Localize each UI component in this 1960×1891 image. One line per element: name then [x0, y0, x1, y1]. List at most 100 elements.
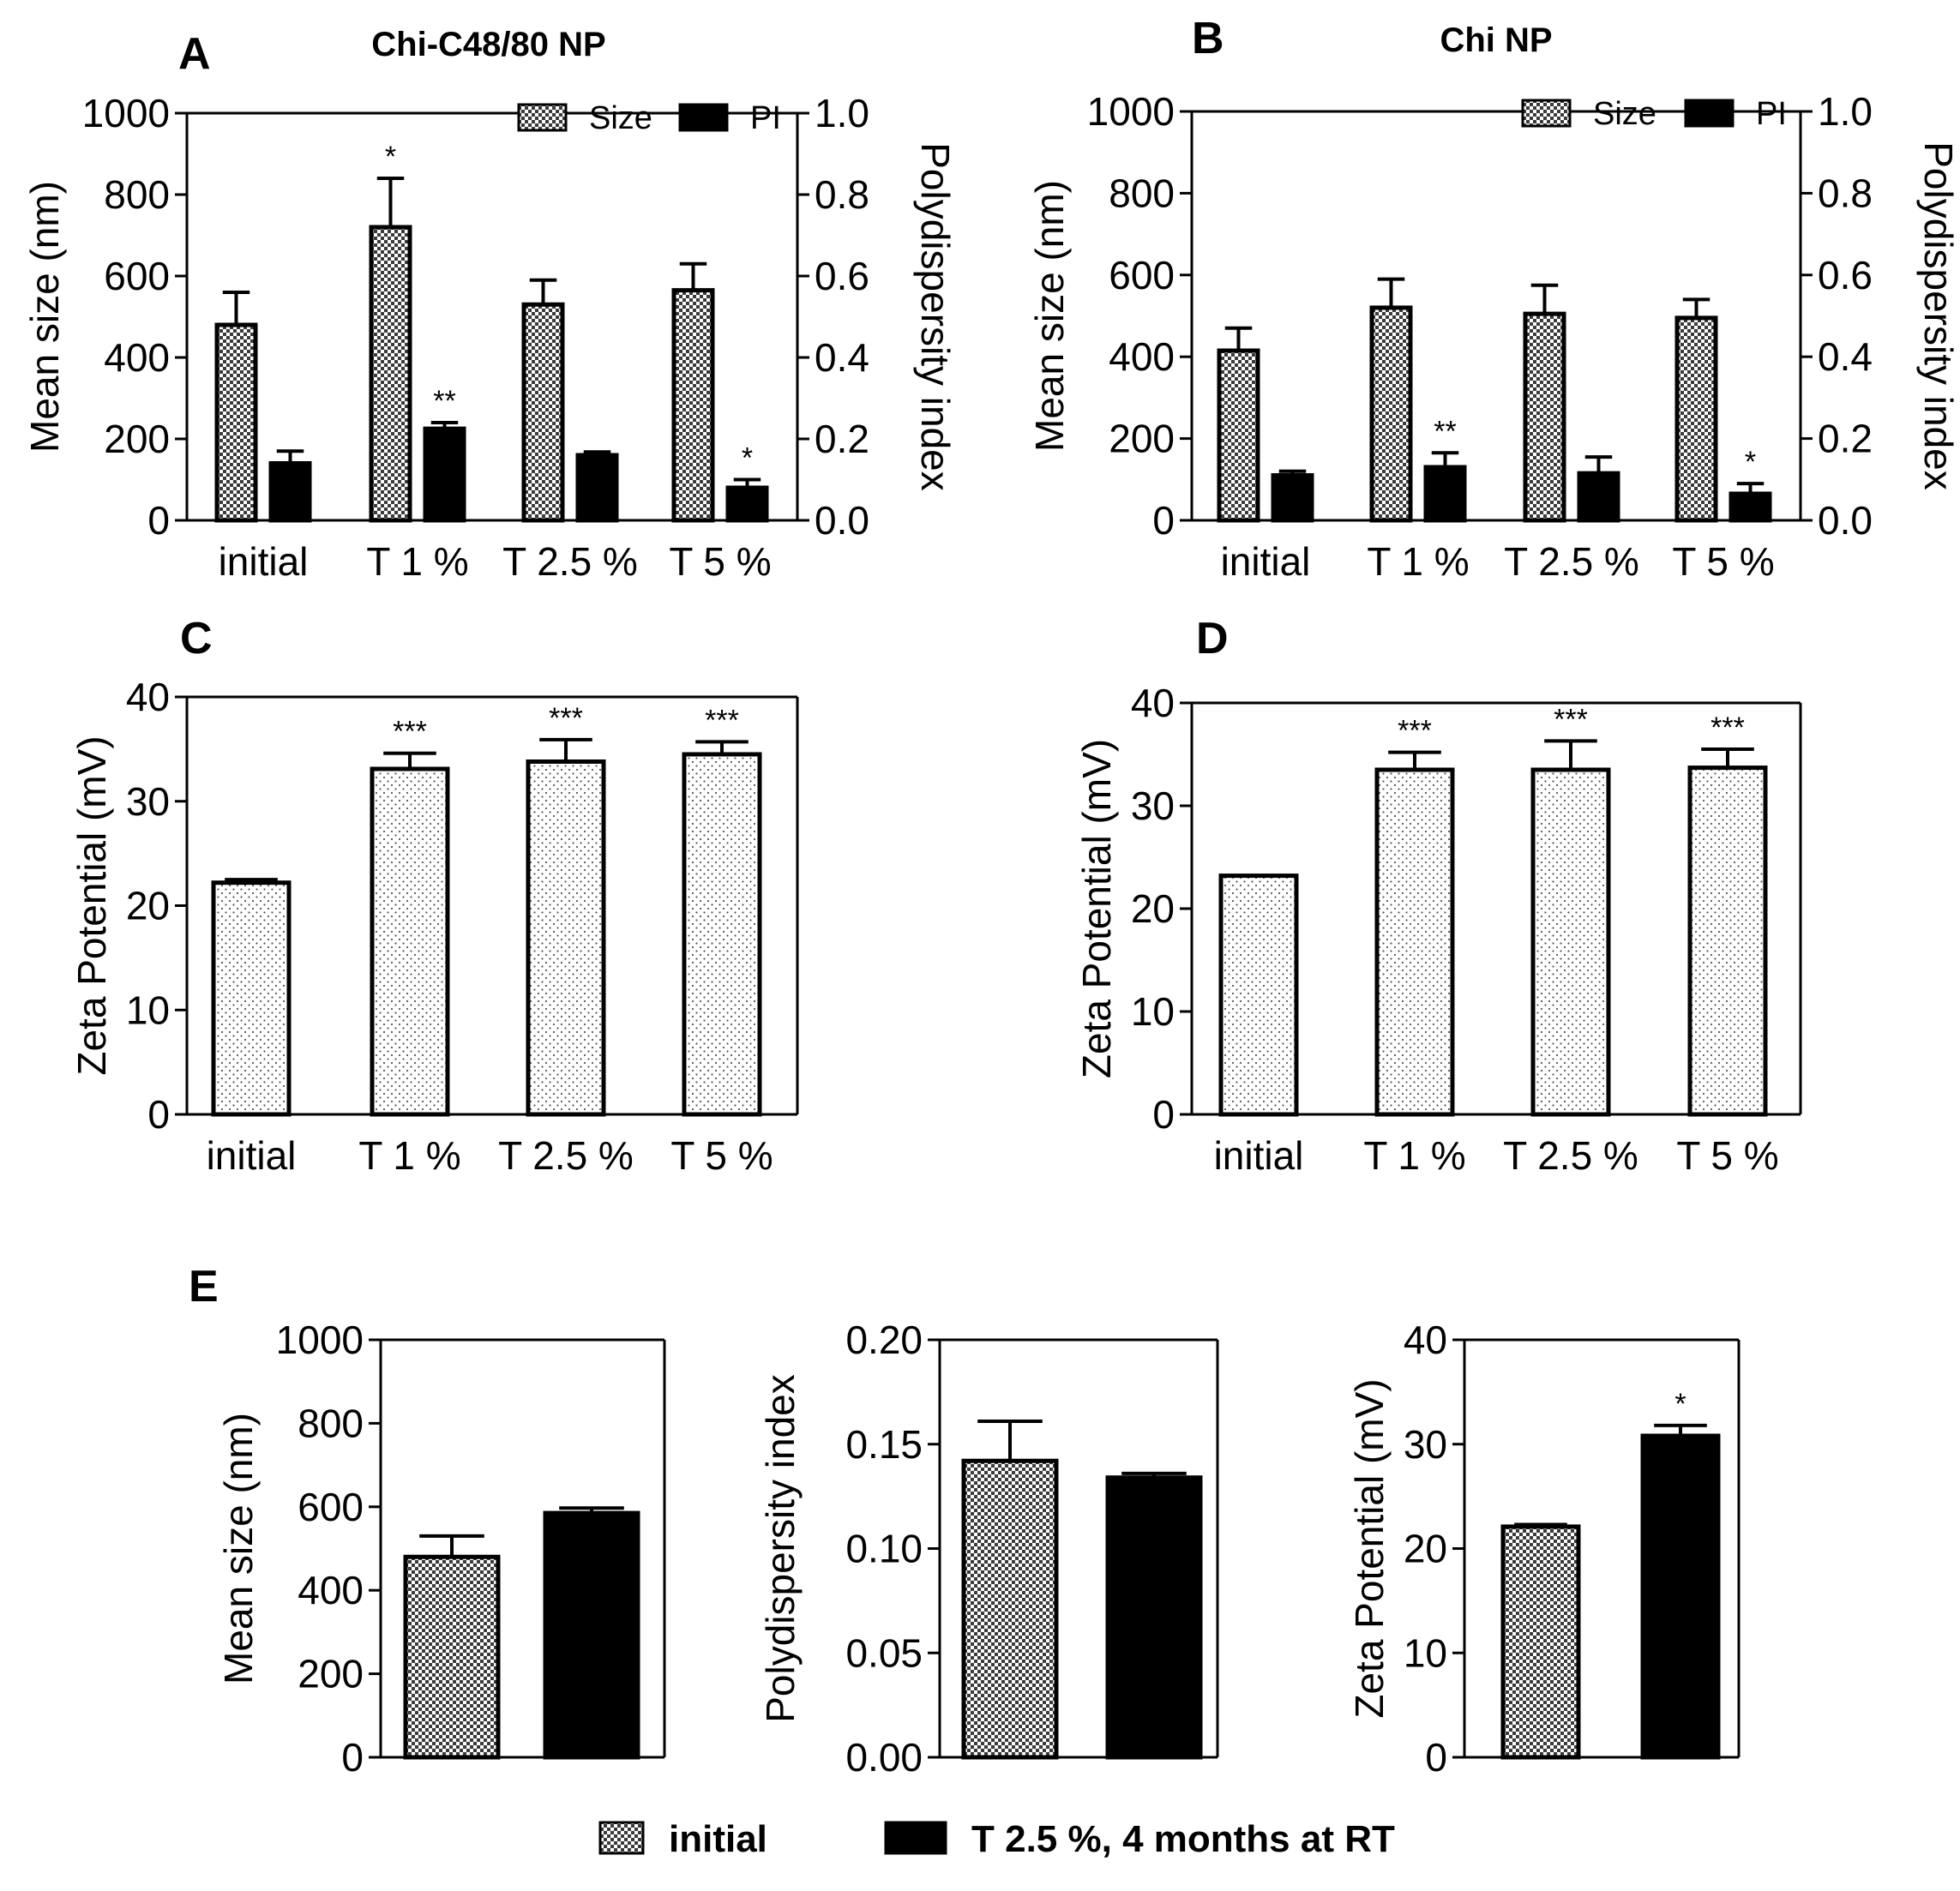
panel-a: A Chi-C48/80 NP 0 200 400 600 800 1000 Mean size… [22, 26, 958, 584]
y2-tick-label: 0.8 [815, 172, 869, 217]
significance-marker: * [1745, 446, 1756, 478]
bar-pi [575, 453, 619, 523]
y-tick-label: 1000 [276, 1318, 364, 1362]
bar-size [1369, 305, 1413, 523]
legend-swatch [1521, 99, 1572, 128]
bar-zeta [211, 880, 292, 1117]
y-tick-label: 600 [1109, 253, 1175, 297]
bar-pi [1423, 465, 1467, 523]
y-tick-label: 0 [147, 498, 170, 543]
bar-pi [725, 485, 769, 523]
bottom-legend: initial T 2.5 %, 4 months at RT [598, 1818, 1395, 1860]
x-tick-label: T 1 % [1363, 1133, 1465, 1178]
y2-tick-label: 0.2 [1818, 417, 1873, 461]
y-axis-title: Mean size (nm) [22, 181, 67, 453]
bar-pi [268, 461, 312, 523]
bar-size [369, 225, 412, 523]
bar-size [214, 322, 258, 523]
panel-d: D 0 10 20 30 40 Zeta Potential (mV) initial T 1 … [1074, 614, 1802, 1178]
significance-marker: *** [393, 716, 427, 748]
x-tick-label: initial [207, 1133, 297, 1178]
x-tick-label: T 5 % [1676, 1133, 1778, 1178]
panel-e2: 0.00 0.05 0.10 0.15 0.20 Polydispersity index [758, 1318, 1219, 1780]
panel-b: B Chi NP 0 200 400 600 800 1000 Mean size (nm) 0.… [1027, 14, 1960, 584]
bar-pi [1729, 491, 1772, 523]
y-tick-label: 600 [104, 254, 170, 298]
bottom-legend-swatch [884, 1821, 947, 1855]
y-tick-label: 800 [1109, 171, 1175, 215]
y-tick-label: 400 [104, 335, 170, 380]
legend-swatch [517, 103, 568, 132]
bar-pi [961, 1458, 1059, 1760]
y2-tick-label: 0.4 [1818, 334, 1873, 379]
bar-zeta [1500, 1524, 1581, 1760]
significance-marker: ** [433, 385, 455, 417]
bar-size [1523, 311, 1566, 523]
y-tick-label: 30 [1131, 783, 1175, 828]
y2-axis-title: Polydispersity index [1916, 141, 1960, 490]
y-tick-label: 1000 [82, 91, 170, 135]
legend-swatch [678, 103, 729, 132]
significance-marker: * [385, 141, 396, 173]
y-tick-label: 0 [1425, 1735, 1447, 1780]
y-tick-label: 400 [1109, 334, 1175, 379]
significance-marker: *** [1554, 703, 1588, 735]
bar-mean-size [403, 1554, 501, 1760]
y-tick-label: 0 [1152, 1092, 1175, 1137]
y-tick-label: 200 [104, 417, 170, 461]
y-tick-label: 800 [104, 172, 170, 217]
bar-zeta [526, 759, 606, 1117]
panel-e3: 0 10 20 30 40 Zeta Potential (mV) * [1347, 1318, 1741, 1780]
panel-letter: D [1196, 614, 1229, 663]
y-tick-label: 20 [1131, 886, 1175, 931]
y-tick-label: 0.15 [845, 1422, 923, 1467]
bar-zeta [370, 766, 450, 1117]
y-axis-title: Mean size (nm) [216, 1413, 261, 1684]
bar-zeta [1218, 873, 1299, 1117]
bar-size [1217, 348, 1260, 523]
bar-zeta [1640, 1433, 1721, 1760]
y-tick-label: 30 [1404, 1422, 1447, 1467]
y-axis-title: Mean size (nm) [1027, 180, 1072, 452]
x-tick-label: T 5 % [1672, 539, 1774, 584]
bar-pi [423, 426, 466, 523]
bar-size [521, 302, 565, 523]
y2-axis-title: Polydispersity index [913, 142, 958, 491]
significance-marker: * [1674, 1388, 1686, 1420]
x-tick-label: T 2.5 % [498, 1133, 634, 1178]
legend-label: Size [589, 100, 652, 136]
y-tick-label: 10 [126, 988, 170, 1032]
y-tick-label: 20 [1404, 1527, 1447, 1571]
y-tick-label: 0.10 [845, 1527, 923, 1571]
y-tick-label: 30 [126, 779, 170, 824]
y-tick-label: 10 [1131, 989, 1175, 1034]
legend-swatch [1684, 99, 1735, 128]
y2-tick-label: 0.4 [815, 335, 869, 380]
bar-size [1674, 315, 1718, 523]
bar-pi [1577, 471, 1620, 523]
x-tick-label: T 5 % [669, 539, 771, 584]
y-tick-label: 200 [1109, 417, 1175, 461]
y-tick-label: 1000 [1087, 89, 1175, 134]
y2-tick-label: 0.0 [1818, 498, 1873, 543]
y-tick-label: 20 [126, 884, 170, 928]
y-tick-label: 0.20 [845, 1318, 923, 1362]
y-axis-title: Zeta Potential (mV) [1347, 1378, 1392, 1718]
y-tick-label: 0.00 [845, 1735, 923, 1780]
y2-tick-label: 0.0 [815, 498, 869, 543]
x-tick-label: initial [1214, 1133, 1304, 1178]
y2-tick-label: 0.6 [815, 254, 869, 298]
bar-zeta [1687, 765, 1768, 1117]
y-tick-label: 200 [298, 1652, 364, 1696]
y-tick-label: 0 [147, 1092, 170, 1137]
x-tick-label: T 1 % [366, 539, 468, 584]
y-tick-label: 40 [1131, 681, 1175, 725]
y-axis-title: Zeta Potential (mV) [69, 735, 114, 1075]
inset-legend: Size PI [517, 100, 781, 136]
bottom-legend-swatch [598, 1821, 645, 1855]
y2-tick-label: 0.2 [815, 417, 869, 461]
bar-zeta [1530, 767, 1611, 1117]
inset-legend: Size PI [1521, 96, 1787, 132]
y2-tick-label: 0.6 [1818, 253, 1873, 297]
